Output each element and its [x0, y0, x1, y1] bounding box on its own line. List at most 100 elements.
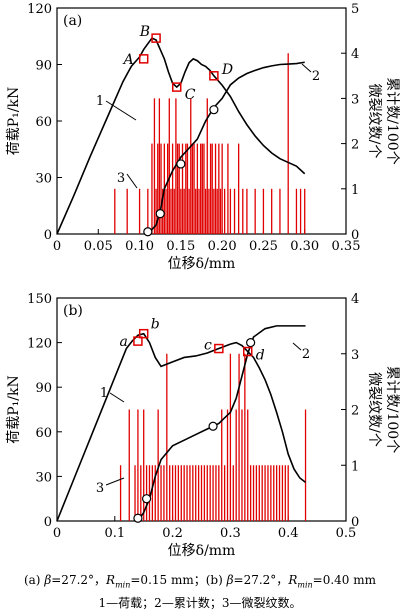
panel-b-annotation-label: b	[151, 317, 160, 333]
panel-a-y2-axis-title: 微裂纹数/个	[366, 84, 382, 159]
panel-a-cumulative-count-line	[147, 61, 305, 235]
panel-a-curve-label: 2	[312, 69, 320, 84]
panel-a-x-tick-label: 0.35	[332, 239, 361, 254]
panel-b-curve-label: 1	[100, 386, 108, 401]
panel-a-y-tick-label: 30	[35, 172, 52, 187]
panel-a-annotation-label: B	[139, 24, 150, 40]
panel-a-y-tick-label: 0	[44, 228, 52, 243]
panel-a-y2-tick-label: 5	[351, 2, 359, 17]
panel-b-x-tick-label: 0.2	[162, 526, 183, 541]
panel-b-curve-label: 2	[302, 347, 310, 362]
caption-line-2: 1—荷载；2—累计数；3—微裂纹数。	[98, 596, 302, 610]
panel-a-curve-label: 1	[96, 94, 104, 109]
panel-a-annotation-label: C	[185, 87, 196, 103]
caption-a-radius: =0.15 mm；	[130, 573, 206, 587]
panel-a-y-tick-label: 120	[27, 2, 52, 17]
panel-a-curve-label-leader	[105, 100, 137, 121]
panel-a-annotation-marker	[151, 33, 161, 43]
panel-b-y-tick-label: 30	[35, 470, 52, 485]
panel-a-panel-label: (a)	[63, 13, 82, 29]
panel-b-annotation-label: d	[256, 348, 265, 364]
panel-a-y-tick-label: 90	[35, 59, 52, 74]
panel-b-y2-axis-title: 累计数/100个	[384, 366, 400, 453]
panel-b-y2-axis-title: 微裂纹数/个	[366, 372, 382, 447]
panel-b-x-tick-label: 0.4	[278, 526, 299, 541]
panel-b-y2-tick-label: 3	[351, 348, 359, 363]
panel-a-curve-label: 3	[117, 171, 125, 186]
panel-a-y-axis-title: 荷载P₁/kN	[6, 87, 22, 155]
panel-a-cumulative-marker	[209, 105, 219, 115]
panel-b-curve-label: 3	[96, 481, 104, 496]
panel-b-cumulative-marker	[208, 421, 218, 431]
caption-b-prefix: (b)	[205, 573, 227, 587]
panel-b-annotation-marker	[133, 336, 143, 346]
panel-b-annotation-marker	[138, 328, 149, 339]
panel-b-load-line	[56, 332, 307, 522]
panel-a-cumulative-marker	[143, 227, 153, 237]
panel-b-annotation-marker	[242, 346, 253, 357]
panel-b-x-tick-label: 0.1	[104, 526, 125, 541]
panel-a-x-axis-title: 位移δ/mm	[168, 256, 236, 272]
panel-b-y-tick-label: 0	[44, 515, 52, 530]
caption-b-radius: =0.40 mm	[312, 573, 377, 587]
caption-r-subscript: min	[297, 580, 313, 590]
panel-a-plot-frame	[56, 7, 347, 235]
panel-a-x-tick-label: 0.10	[125, 239, 154, 254]
panel-b-y-tick-label: 150	[27, 292, 52, 307]
panel-b-curve-label-leader	[105, 477, 125, 486]
panel-b-panel-label: (b)	[63, 303, 83, 319]
panel-b-y2-tick-label: 0	[351, 515, 359, 530]
panel-a-load-line	[56, 37, 306, 235]
panel-a-x-tick-label: 0.15	[166, 239, 195, 254]
panel-a-annotation-marker	[209, 71, 219, 81]
panel-b-x-tick-label: 0.5	[336, 526, 357, 541]
caption-beta-symbol: β	[226, 573, 234, 587]
panel-a-cumulative-marker	[155, 209, 165, 219]
caption-a-beta: =27.2°，	[51, 573, 107, 587]
caption-a-prefix: (a)	[23, 573, 45, 587]
panel-a-y2-tick-label: 3	[351, 92, 359, 107]
caption-r-subscript: min	[115, 580, 131, 590]
panel-a-y2-tick-label: 2	[351, 138, 359, 153]
panel-a-curve-label-leader	[301, 63, 312, 73]
panel-b-annotation-label: c	[204, 338, 212, 354]
panel-b-cumulative-marker	[133, 513, 143, 523]
panel-b-cumulative-marker	[246, 338, 256, 348]
panel-b-y-tick-label: 60	[35, 426, 52, 441]
caption-r-symbol: R	[288, 573, 298, 587]
panel-b-annotation-marker	[214, 343, 224, 354]
panel-b-y2-tick-label: 4	[351, 292, 359, 307]
panel-b-curve-label-leader	[292, 342, 302, 351]
panel-a-y2-tick-label: 0	[351, 228, 359, 243]
panel-b-y-axis-title: 荷载P₁/kN	[6, 375, 22, 443]
panel-b-cumulative-marker	[141, 494, 152, 504]
panel-b-curve-label-leader	[109, 392, 125, 403]
panel-b-x-axis-title: 位移δ/mm	[168, 543, 236, 559]
caption-b-beta: =27.2°，	[233, 573, 289, 587]
panel-a-y2-axis-title: 累计数/100个	[384, 77, 400, 164]
panel-b-x-tick-label: 0.3	[220, 526, 241, 541]
panel-b-y-tick-label: 90	[35, 381, 52, 396]
panel-a-annotation-marker	[138, 54, 149, 64]
panel-a-x-tick-label: 0	[53, 239, 61, 254]
panel-a-annotation-label: D	[221, 62, 233, 78]
panel-b-y2-tick-label: 2	[351, 404, 359, 419]
panel-a-x-tick-label: 0.30	[290, 239, 319, 254]
panel-a-x-tick-label: 0.20	[208, 239, 237, 254]
panel-a-y-tick-label: 60	[35, 115, 52, 130]
panel-a-x-tick-label: 0.05	[84, 239, 113, 254]
panel-b-annotation-label: a	[120, 334, 128, 350]
panel-b-cumulative-count-line	[137, 325, 306, 522]
panel-a-annotation-marker	[171, 82, 182, 92]
panel-a-y2-tick-label: 4	[351, 47, 359, 62]
panel-a-y2-tick-label: 1	[351, 183, 359, 198]
panel-a-x-tick-label: 0.25	[249, 239, 278, 254]
panel-a-cumulative-marker	[176, 159, 186, 169]
caption-r-symbol: R	[106, 573, 116, 587]
caption-beta-symbol: β	[44, 573, 52, 587]
panel-b-y2-tick-label: 1	[351, 459, 359, 474]
panel-b-y-tick-label: 120	[27, 337, 52, 352]
panel-a-annotation-label: A	[122, 52, 134, 68]
panel-b-x-tick-label: 0	[53, 526, 61, 541]
